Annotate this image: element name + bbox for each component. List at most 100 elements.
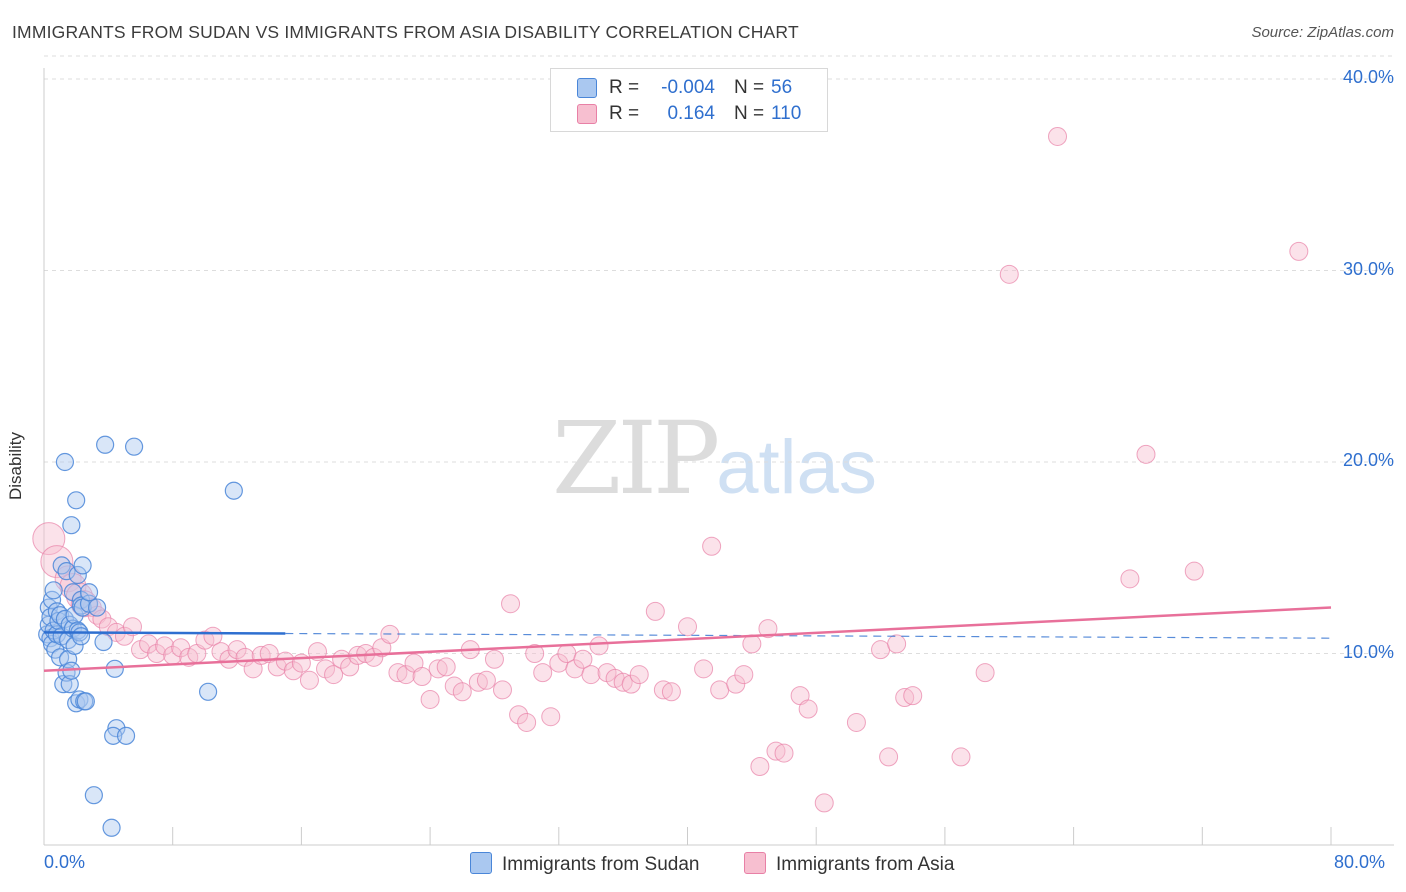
point-asia [629, 665, 649, 685]
watermark: ZIPatlas [552, 400, 877, 517]
point-asia [758, 619, 778, 639]
point-asia [155, 636, 175, 656]
point-asia [645, 601, 665, 621]
point-asia [1184, 561, 1204, 581]
point-sudan [76, 692, 95, 711]
point-asia [283, 661, 303, 681]
watermark-zip: ZIP [552, 400, 720, 517]
point-asia [903, 686, 923, 706]
point-asia [40, 545, 74, 579]
legend: R = -0.004 N = 56 R = 0.164 N = 110 [550, 68, 828, 132]
bottom-legend-swatch-sudan [470, 852, 492, 874]
bottom-legend-asia: Immigrants from Asia [744, 852, 954, 876]
point-sudan [94, 632, 113, 652]
point-asia [951, 747, 971, 767]
legend-n-label: N = [734, 103, 765, 124]
point-sudan [68, 565, 87, 585]
point-asia [798, 699, 818, 719]
point-asia [766, 741, 786, 761]
point-sudan [54, 675, 73, 694]
point-asia [396, 665, 416, 685]
point-asia [412, 666, 432, 686]
point-asia [388, 663, 408, 683]
x-tick-label-max: 80.0% [1334, 852, 1386, 872]
point-asia [678, 617, 697, 637]
point-sudan [102, 818, 121, 837]
point-sudan [67, 491, 86, 510]
bottom-legend-label-asia: Immigrants from Asia [776, 854, 955, 875]
legend-r-label: R = [609, 103, 640, 124]
point-asia [999, 264, 1019, 284]
point-asia [147, 644, 167, 663]
point-asia [661, 682, 681, 702]
point-asia [517, 712, 537, 732]
point-asia [428, 659, 448, 679]
legend-swatch-sudan [577, 78, 597, 98]
point-asia [484, 649, 504, 669]
point-asia [887, 634, 907, 654]
legend-r-value: 0.164 [667, 103, 715, 124]
point-sudan [57, 562, 76, 581]
point-asia [589, 636, 609, 656]
legend-r-label: R = [609, 77, 640, 98]
y-tick-label: 20.0% [1342, 450, 1394, 470]
chart-title: IMMIGRANTS FROM SUDAN VS IMMIGRANTS FROM… [12, 22, 799, 42]
bottom-legend-sudan: Immigrants from Sudan [470, 852, 699, 876]
point-asia [1048, 126, 1068, 146]
point-asia [299, 670, 319, 690]
point-asia [581, 665, 601, 685]
point-asia [452, 682, 472, 702]
point-asia [1136, 444, 1156, 464]
point-asia [541, 707, 561, 727]
point-asia [975, 663, 995, 683]
bottom-legend-label-sudan: Immigrants from Sudan [502, 854, 700, 875]
point-asia [340, 657, 360, 677]
point-asia [653, 680, 673, 700]
axes [43, 68, 1394, 846]
y-tick-label: 40.0% [1342, 67, 1394, 87]
point-asia [436, 657, 456, 677]
bottom-legend-swatch-asia [744, 852, 766, 874]
point-asia [774, 743, 794, 763]
point-asia [492, 680, 512, 700]
point-asia [468, 672, 488, 692]
trend-line-sudan-dashed [285, 632, 1332, 639]
point-asia [814, 793, 834, 813]
watermark-atlas: atlas [716, 425, 877, 510]
point-asia [211, 642, 231, 662]
point-asia [92, 609, 112, 629]
point-sudan [62, 516, 81, 535]
point-asia [726, 674, 746, 694]
point-sudan [65, 636, 84, 655]
point-asia [227, 640, 247, 660]
point-sudan [60, 675, 79, 694]
trend-lines [43, 606, 1332, 672]
point-asia [1120, 569, 1140, 589]
point-asia [895, 688, 915, 708]
point-sudan [79, 583, 99, 602]
legend-n-label: N = [734, 77, 765, 98]
point-asia [573, 649, 593, 669]
point-sudan [198, 682, 218, 701]
point-asia [420, 689, 440, 709]
point-sudan [105, 659, 124, 678]
point-sudan [73, 556, 92, 575]
trend-line-sudan [43, 631, 286, 635]
y-tick-label: 10.0% [1342, 641, 1394, 662]
series-sudan [38, 435, 243, 837]
point-asia [501, 594, 521, 614]
point-sudan [52, 556, 71, 575]
point-sudan [55, 452, 75, 472]
point-asia [139, 634, 159, 654]
point-asia [122, 617, 142, 637]
point-asia [275, 651, 295, 671]
point-asia [871, 640, 891, 660]
series-asia [32, 126, 1309, 813]
point-asia [1289, 241, 1309, 261]
point-sudan [124, 437, 144, 456]
point-asia [846, 712, 866, 732]
point-asia [324, 665, 344, 685]
point-asia [710, 680, 730, 700]
point-sudan [116, 726, 136, 745]
